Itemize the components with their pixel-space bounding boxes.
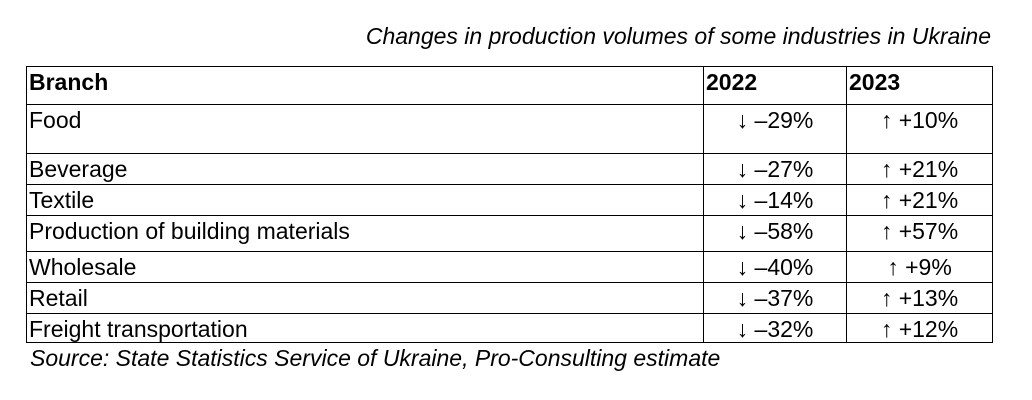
table-title: Changes in production volumes of some in… [365, 23, 991, 49]
source-note: Source: State Statistics Service of Ukra… [30, 345, 721, 371]
column-header: 2022 [703, 66, 847, 105]
change-cell: ↑ +57% [846, 215, 993, 252]
table-row: Retail ↓ –37% ↑ +13% [26, 282, 993, 314]
table-row: Freight transportation ↓ –32% ↑ +12% [26, 313, 993, 343]
change-cell: ↓ –29% [703, 104, 847, 154]
table-row: Wholesale ↓ –40% ↑ +9% [26, 251, 993, 283]
branch-cell: Wholesale [26, 251, 704, 283]
change-cell: ↑ +21% [846, 184, 993, 216]
change-cell: ↓ –27% [703, 153, 847, 185]
change-cell: ↓ –14% [703, 184, 847, 216]
table-row: Production of building materials ↓ –58% ↑ … [26, 215, 993, 252]
change-cell: ↑ +12% [846, 313, 993, 343]
branch-cell: Retail [26, 282, 704, 314]
branch-cell: Food [26, 104, 704, 154]
branch-cell: Freight transportation [26, 313, 704, 343]
branch-cell: Textile [26, 184, 704, 216]
column-header: Branch [26, 66, 704, 105]
change-cell: ↓ –40% [703, 251, 847, 283]
table-row: Food ↓ –29% ↑ +10% [26, 104, 993, 154]
table-row: Textile ↓ –14% ↑ +21% [26, 184, 993, 216]
change-cell: ↑ +21% [846, 153, 993, 185]
column-header: 2023 [846, 66, 993, 105]
change-cell: ↑ +9% [846, 251, 993, 283]
change-cell: ↑ +13% [846, 282, 993, 314]
branch-cell: Production of building materials [26, 215, 704, 252]
change-cell: ↓ –58% [703, 215, 847, 252]
change-cell: ↑ +10% [846, 104, 993, 154]
change-cell: ↓ –37% [703, 282, 847, 314]
table-row: Beverage ↓ –27% ↑ +21% [26, 153, 993, 185]
header-row: Branch 2022 2023 [26, 66, 993, 105]
data-table: Branch 2022 2023 Food ↓ –29% ↑ +10% Beverage ↓… [26, 66, 993, 343]
change-cell: ↓ –32% [703, 313, 847, 343]
branch-cell: Beverage [26, 153, 704, 185]
